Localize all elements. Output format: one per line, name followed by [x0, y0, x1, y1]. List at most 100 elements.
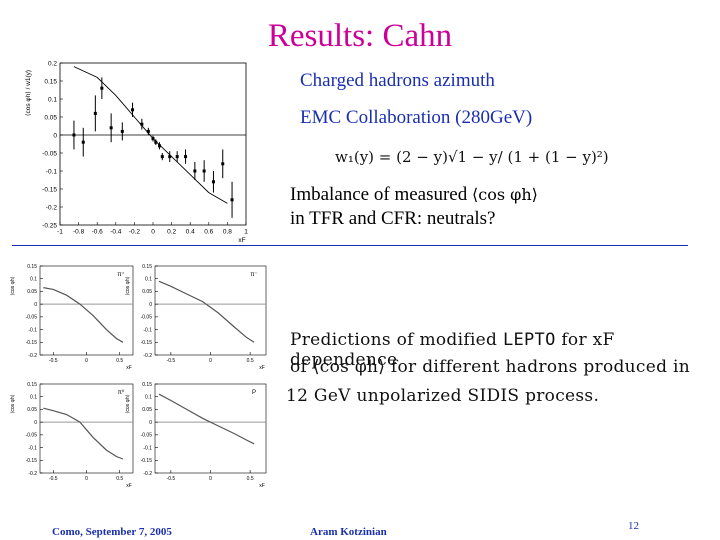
- data-point: [131, 108, 135, 112]
- model-curve: [43, 287, 124, 343]
- plot-frame: [39, 383, 134, 474]
- data-point: [158, 144, 162, 148]
- plot-frame: [154, 383, 267, 474]
- imbalance-prefix: Imbalance of measured: [290, 184, 472, 205]
- data-point: [72, 133, 76, 137]
- x-tick-label: 0.5: [116, 476, 123, 482]
- x-tick-label: 0.8: [223, 229, 232, 236]
- x-tick-label: -1: [57, 229, 63, 236]
- footer-author: Aram Kotzinian: [310, 526, 387, 538]
- data-point: [109, 126, 113, 130]
- y-tick-label: 0.1: [30, 394, 37, 400]
- y-tick-label: 0: [149, 420, 152, 426]
- prediction-line1-a: Predictions of modified: [290, 330, 503, 350]
- y-tick-label: -0.05: [141, 433, 153, 439]
- y-tick-label: 0.05: [27, 289, 37, 295]
- y-tick-label: -0.25: [42, 222, 57, 229]
- data-point: [140, 122, 144, 126]
- data-point: [154, 140, 158, 144]
- data-point: [120, 129, 124, 133]
- prediction-line1: Predictions of modified LEPTO for xF dep…: [290, 330, 720, 370]
- x-axis-title: xF: [126, 483, 132, 489]
- x-tick-label: -0.5: [49, 476, 58, 482]
- x-tick-label: 0.4: [186, 229, 195, 236]
- y-tick-label: -0.05: [26, 315, 38, 321]
- model-curve: [43, 407, 124, 460]
- y-tick-label: 0.05: [142, 289, 152, 295]
- x-tick-label: 0.5: [116, 358, 123, 364]
- y-tick-label: 0.2: [48, 60, 57, 67]
- x-tick-label: 0: [85, 358, 88, 364]
- y-tick-label: -0.2: [46, 204, 58, 211]
- data-point: [193, 169, 197, 173]
- data-point: [93, 111, 97, 115]
- y-tick-label: -0.1: [46, 168, 58, 175]
- y-tick-label: -0.05: [141, 315, 153, 321]
- y-axis-title: ⟨cos φh⟩: [10, 394, 16, 413]
- x-tick-label: -0.4: [110, 229, 122, 236]
- x-tick-label: 0.2: [167, 229, 176, 236]
- y-tick-label: -0.2: [143, 353, 152, 359]
- y-tick-label: -0.05: [42, 150, 57, 157]
- y-tick-label: -0.2: [143, 471, 152, 477]
- x-tick-label: 0.6: [204, 229, 213, 236]
- plot-frame: [154, 265, 267, 356]
- x-tick-label: -0.6: [92, 229, 104, 236]
- y-tick-label: 0: [149, 302, 152, 308]
- slide-title: Results: Cahn: [267, 18, 453, 54]
- y-axis-title: ⟨cos φh⟩: [10, 276, 16, 295]
- x-tick-label: 1: [244, 229, 248, 236]
- panel-label: π⁺: [117, 271, 124, 278]
- data-point: [100, 86, 104, 90]
- y-tick-label: 0.15: [44, 78, 57, 85]
- subtitle-line2: EMC Collaboration (280GeV): [300, 107, 533, 128]
- y-tick-label: 0.15: [142, 264, 152, 270]
- x-tick-label: -0.5: [167, 476, 176, 482]
- y-tick-label: 0.15: [27, 382, 37, 388]
- prediction-line1-b: for xF dependence: [290, 330, 615, 370]
- x-tick-label: -0.2: [129, 229, 141, 236]
- x-tick-label: 0.5: [247, 358, 254, 364]
- y-tick-label: -0.2: [28, 471, 37, 477]
- y-axis-title: ⟨cos φh⟩: [125, 276, 131, 295]
- panel-label: P: [252, 390, 256, 396]
- data-point: [175, 155, 179, 159]
- model-curve: [158, 280, 255, 343]
- data-point: [230, 198, 234, 202]
- page-number: 12: [628, 520, 639, 532]
- y-tick-label: -0.15: [26, 458, 38, 464]
- y-tick-label: 0.05: [44, 114, 57, 121]
- data-point: [146, 129, 150, 133]
- x-axis-title: xF: [259, 483, 265, 489]
- x-axis-title: xF: [259, 365, 265, 371]
- footer-left: Como, September 7, 2005: [52, 526, 172, 538]
- data-point: [168, 155, 172, 159]
- y-tick-label: 0.1: [145, 394, 152, 400]
- y-tick-label: 0.1: [145, 276, 152, 282]
- w1-formula: w₁(y) = (2 − y)√1 − y/ (1 + (1 − y)²): [335, 148, 609, 166]
- data-point: [81, 140, 85, 144]
- data-point: [211, 180, 215, 184]
- x-tick-label: -0.8: [73, 229, 85, 236]
- y-tick-label: -0.1: [28, 327, 37, 333]
- y-tick-label: -0.05: [26, 433, 38, 439]
- y-tick-label: -0.1: [28, 445, 37, 451]
- y-tick-label: 0.15: [27, 264, 37, 270]
- data-point: [202, 169, 206, 173]
- x-tick-label: 0: [209, 476, 212, 482]
- y-tick-label: 0.05: [142, 407, 152, 413]
- y-tick-label: 0.1: [48, 96, 57, 103]
- y-tick-label: 0: [34, 302, 37, 308]
- x-tick-label: 0: [151, 229, 155, 236]
- y-tick-label: 0.15: [142, 382, 152, 388]
- prediction-line3: 12 GeV unpolarized SIDIS process.: [286, 386, 600, 406]
- panel-label: π⁰: [118, 389, 125, 396]
- data-point: [221, 162, 225, 166]
- divider-line: [12, 245, 688, 246]
- y-tick-label: 0.1: [30, 276, 37, 282]
- subtitle-line1: Charged hadrons azimuth: [300, 70, 495, 91]
- y-tick-label: -0.15: [42, 186, 57, 193]
- y-axis-title: ⟨cos φh⟩: [125, 394, 131, 413]
- x-tick-label: 0: [209, 358, 212, 364]
